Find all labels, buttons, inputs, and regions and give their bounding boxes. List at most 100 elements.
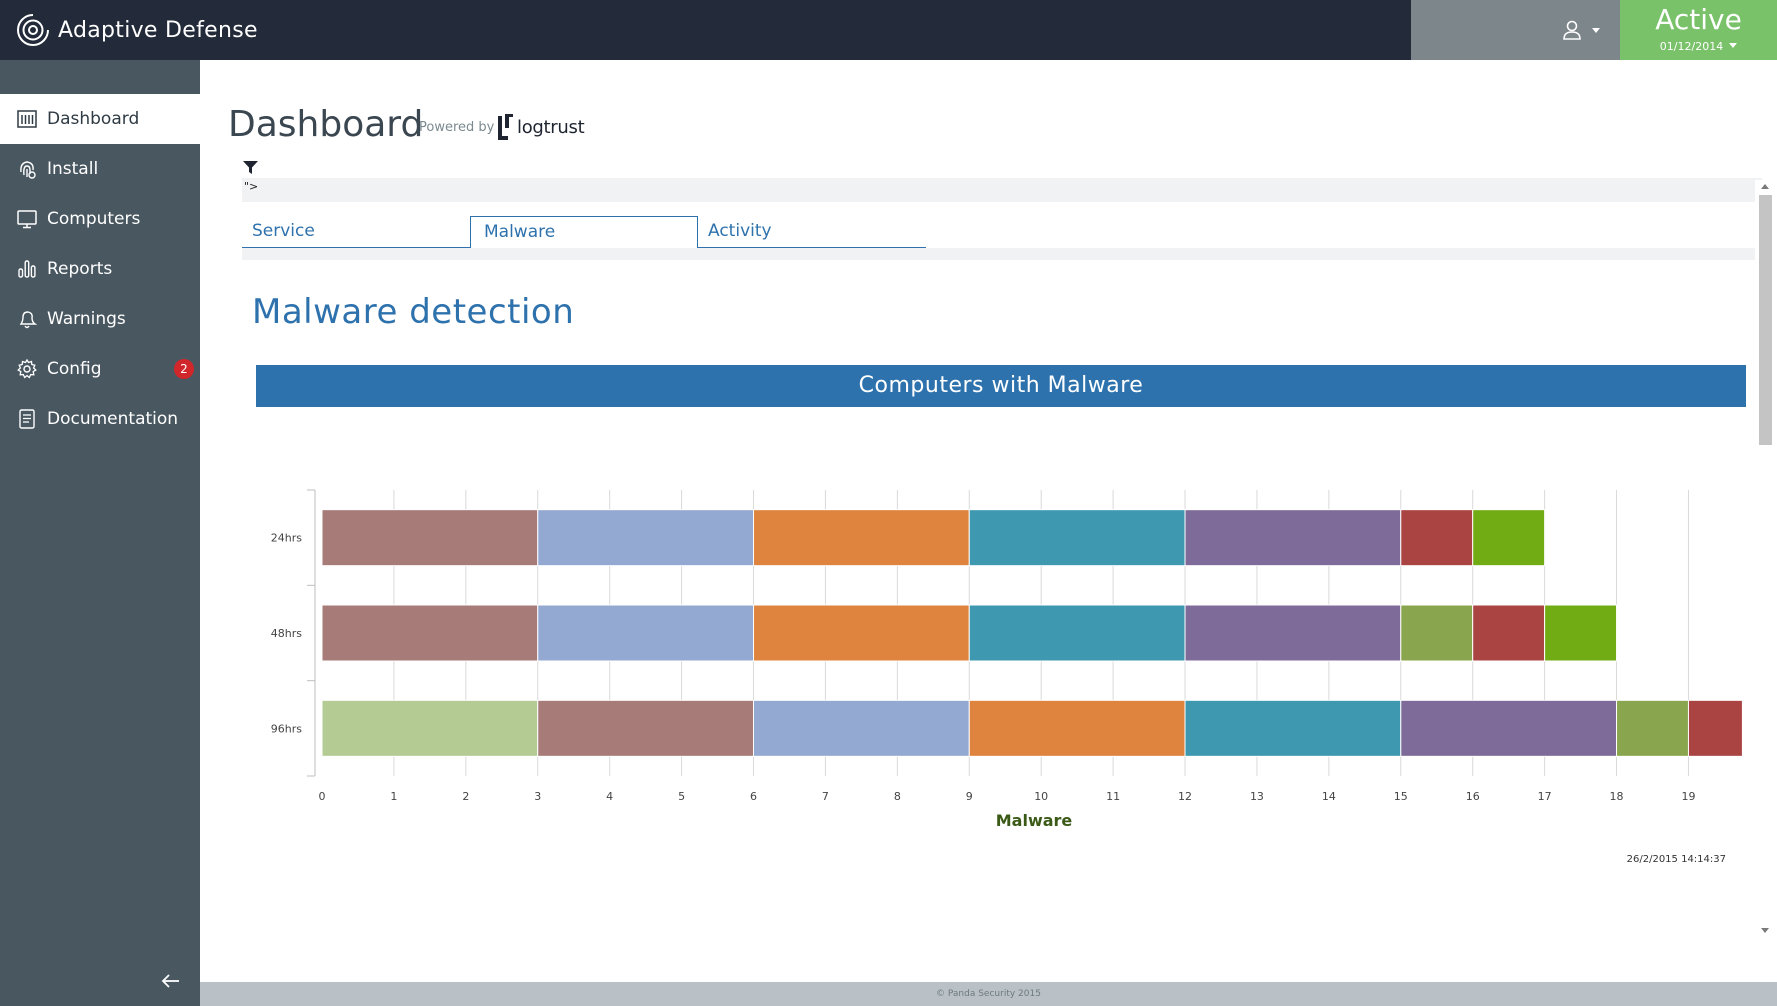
sidebar-item-install[interactable]: Install xyxy=(0,144,200,194)
x-tick-label: 8 xyxy=(894,790,901,803)
bar-segment xyxy=(1544,604,1618,662)
sidebar-item-label: Config xyxy=(47,359,102,379)
sidebar-item-label: Install xyxy=(47,159,99,179)
monitor-icon xyxy=(17,210,37,229)
x-tick-label: 15 xyxy=(1394,790,1408,803)
bar-segment xyxy=(321,699,539,757)
x-tick-label: 10 xyxy=(1034,790,1048,803)
filter-bar[interactable]: "> xyxy=(242,178,1762,202)
filter-icon[interactable] xyxy=(242,160,259,175)
x-tick-label: 13 xyxy=(1250,790,1264,803)
status-selector[interactable]: Active 01/12/2014 xyxy=(1620,0,1777,60)
main-content: Dashboard Powered by logtrust "> Service… xyxy=(200,60,1777,1000)
bar-segment xyxy=(321,509,539,567)
bar-segment xyxy=(1472,604,1546,662)
scroll-up-arrow-icon[interactable] xyxy=(1761,184,1769,189)
app-title: Adaptive Defense xyxy=(58,17,258,43)
sidebar-item-config[interactable]: Config 2 xyxy=(0,344,200,394)
bar-segment xyxy=(1616,699,1689,757)
section-title: Malware detection xyxy=(252,292,575,332)
x-tick-label: 18 xyxy=(1610,790,1624,803)
tab-bar-divider xyxy=(242,248,1762,260)
bar-chart-icon xyxy=(18,260,36,278)
bar-segment xyxy=(968,699,1186,757)
bar-segment xyxy=(321,604,539,662)
x-tick-label: 0 xyxy=(319,790,326,803)
bell-icon xyxy=(19,311,38,329)
bar-segment xyxy=(1184,509,1402,567)
bar-segment xyxy=(537,509,755,567)
bar-segment xyxy=(1400,604,1474,662)
filter-text: "> xyxy=(244,180,259,193)
sidebar-item-reports[interactable]: Reports xyxy=(0,244,200,294)
sidebar-item-label: Dashboard xyxy=(47,109,140,129)
sidebar-item-documentation[interactable]: Documentation xyxy=(0,394,200,444)
scrollbar-thumb[interactable] xyxy=(1759,195,1772,445)
x-tick-label: 3 xyxy=(534,790,541,803)
collapse-sidebar-arrow-icon[interactable] xyxy=(160,970,182,992)
chart-timestamp: 26/2/2015 14:14:37 xyxy=(1627,854,1726,865)
brand[interactable]: Adaptive Defense xyxy=(16,12,258,48)
bar-segment xyxy=(1687,699,1743,757)
status-date: 01/12/2014 xyxy=(1659,40,1724,53)
bar-segment xyxy=(1400,509,1474,567)
footer: © Panda Security 2015 xyxy=(200,982,1777,1006)
bar-segment xyxy=(1472,509,1546,567)
bar-segment xyxy=(537,604,755,662)
bar-segment xyxy=(968,604,1186,662)
logtrust-mark-icon xyxy=(498,114,513,140)
y-tick-label: 24hrs xyxy=(271,532,302,545)
config-notification-badge: 2 xyxy=(174,359,194,379)
x-tick-label: 9 xyxy=(966,790,973,803)
sidebar-item-label: Warnings xyxy=(47,309,126,329)
x-axis-title: Malware xyxy=(996,811,1073,830)
tab-activity[interactable]: Activity xyxy=(698,216,926,248)
x-tick-label: 19 xyxy=(1681,790,1695,803)
scroll-down-arrow-icon[interactable] xyxy=(1761,928,1769,933)
x-tick-label: 7 xyxy=(822,790,829,803)
adaptive-defense-logo-icon xyxy=(17,13,50,46)
powered-by-label: Powered by xyxy=(419,120,495,135)
sidebar-item-dashboard[interactable]: Dashboard xyxy=(0,94,200,144)
sidebar-item-label: Reports xyxy=(47,259,113,279)
chart-header: Computers with Malware xyxy=(256,365,1746,407)
x-tick-label: 12 xyxy=(1178,790,1192,803)
bar-segment xyxy=(1184,604,1402,662)
bar-segment xyxy=(753,509,970,567)
fingerprint-icon xyxy=(20,161,36,179)
x-tick-label: 16 xyxy=(1466,790,1480,803)
bar-segment xyxy=(753,604,970,662)
sidebar-item-label: Documentation xyxy=(47,409,179,429)
user-menu[interactable] xyxy=(1411,0,1620,60)
document-icon xyxy=(19,409,35,429)
tab-label: Malware xyxy=(484,222,556,242)
x-tick-label: 4 xyxy=(606,790,613,803)
x-tick-label: 6 xyxy=(750,790,757,803)
logtrust-brand-text: logtrust xyxy=(517,116,585,138)
sidebar-item-computers[interactable]: Computers xyxy=(0,194,200,244)
logtrust-logo[interactable]: logtrust xyxy=(496,110,585,144)
tab-label: Service xyxy=(252,221,315,241)
bar-segment xyxy=(1184,699,1402,757)
x-tick-label: 11 xyxy=(1106,790,1120,803)
bar-segment xyxy=(968,509,1186,567)
sidebar-item-warnings[interactable]: Warnings xyxy=(0,294,200,344)
user-menu-caret-icon xyxy=(1592,28,1600,33)
page-title: Dashboard xyxy=(228,104,424,145)
status-text: Active xyxy=(1655,3,1742,36)
y-tick-label: 48hrs xyxy=(271,627,302,640)
top-bar: Adaptive Defense Active 01/12/2014 xyxy=(0,0,1777,60)
x-tick-label: 5 xyxy=(678,790,685,803)
x-tick-label: 17 xyxy=(1538,790,1552,803)
sidebar-item-label: Computers xyxy=(47,209,141,229)
status-caret-icon xyxy=(1729,43,1738,48)
tab-label: Activity xyxy=(708,221,772,241)
user-icon xyxy=(1563,20,1581,40)
y-tick-label: 96hrs xyxy=(271,722,302,735)
x-tick-label: 14 xyxy=(1322,790,1336,803)
tab-malware[interactable]: Malware xyxy=(470,216,698,248)
tab-service[interactable]: Service xyxy=(242,216,470,248)
bar-segment xyxy=(537,699,755,757)
bar-segment xyxy=(1400,699,1618,757)
